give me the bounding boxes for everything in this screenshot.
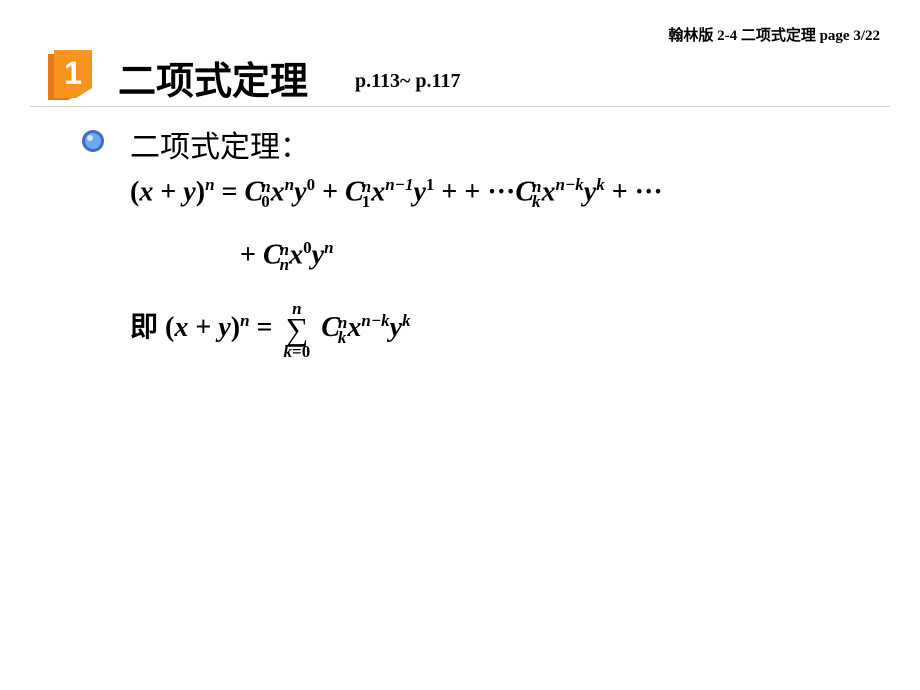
- title-divider: [30, 106, 890, 107]
- section-number-badge: 1: [40, 48, 100, 108]
- header-page-info: 翰林版 2-4 二项式定理 page 3/22: [668, 24, 880, 45]
- equation-line-1: (x + y)n = Cn0xny0 + Cn1xn−1y1 + + ···Cn…: [130, 175, 663, 209]
- svg-text:1: 1: [64, 55, 82, 91]
- section-title: 二项式定理: [118, 50, 308, 105]
- subtitle: 二项式定理：: [130, 122, 310, 166]
- page-reference: p.113~ p.117: [355, 70, 460, 93]
- equation-line-3: 即 (x + y)n = n∑k=0 Cnkxn−kyk: [130, 300, 411, 360]
- bullet-icon: [80, 128, 106, 159]
- equation-line-2: + Cnnx0yn: [240, 238, 334, 272]
- sigma-block: n∑k=0: [284, 300, 311, 360]
